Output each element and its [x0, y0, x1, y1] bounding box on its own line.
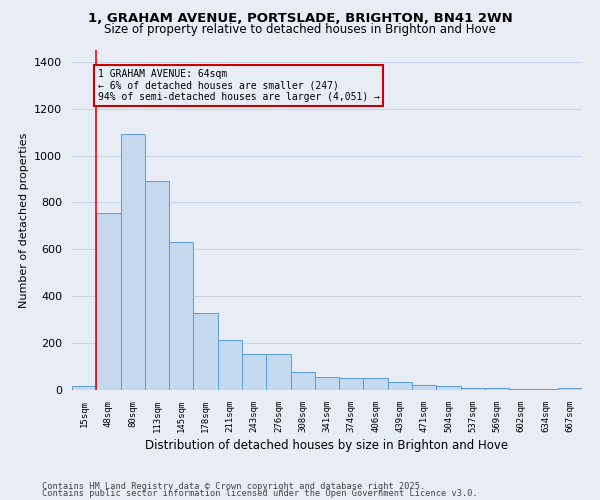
Bar: [364, 378, 388, 390]
Text: Contains HM Land Registry data © Crown copyright and database right 2025.: Contains HM Land Registry data © Crown c…: [42, 482, 425, 491]
Bar: [558, 388, 582, 390]
Text: 1 GRAHAM AVENUE: 64sqm
← 6% of detached houses are smaller (247)
94% of semi-det: 1 GRAHAM AVENUE: 64sqm ← 6% of detached …: [97, 69, 380, 102]
Text: Size of property relative to detached houses in Brighton and Hove: Size of property relative to detached ho…: [104, 22, 496, 36]
Bar: [461, 388, 485, 390]
Bar: [72, 386, 96, 390]
Text: 1, GRAHAM AVENUE, PORTSLADE, BRIGHTON, BN41 2WN: 1, GRAHAM AVENUE, PORTSLADE, BRIGHTON, B…: [88, 12, 512, 26]
Bar: [290, 372, 315, 390]
Bar: [145, 182, 169, 390]
Bar: [96, 213, 121, 390]
Bar: [485, 388, 509, 390]
Bar: [315, 377, 339, 390]
Bar: [339, 378, 364, 390]
Bar: [193, 312, 218, 390]
Y-axis label: Number of detached properties: Number of detached properties: [19, 132, 29, 308]
Bar: [242, 354, 266, 390]
Bar: [436, 386, 461, 390]
Bar: [533, 389, 558, 390]
Bar: [169, 242, 193, 390]
Bar: [218, 340, 242, 390]
Bar: [412, 386, 436, 390]
Text: Contains public sector information licensed under the Open Government Licence v3: Contains public sector information licen…: [42, 489, 478, 498]
Bar: [388, 382, 412, 390]
Bar: [121, 134, 145, 390]
Bar: [266, 354, 290, 390]
Bar: [509, 389, 533, 390]
X-axis label: Distribution of detached houses by size in Brighton and Hove: Distribution of detached houses by size …: [145, 439, 509, 452]
